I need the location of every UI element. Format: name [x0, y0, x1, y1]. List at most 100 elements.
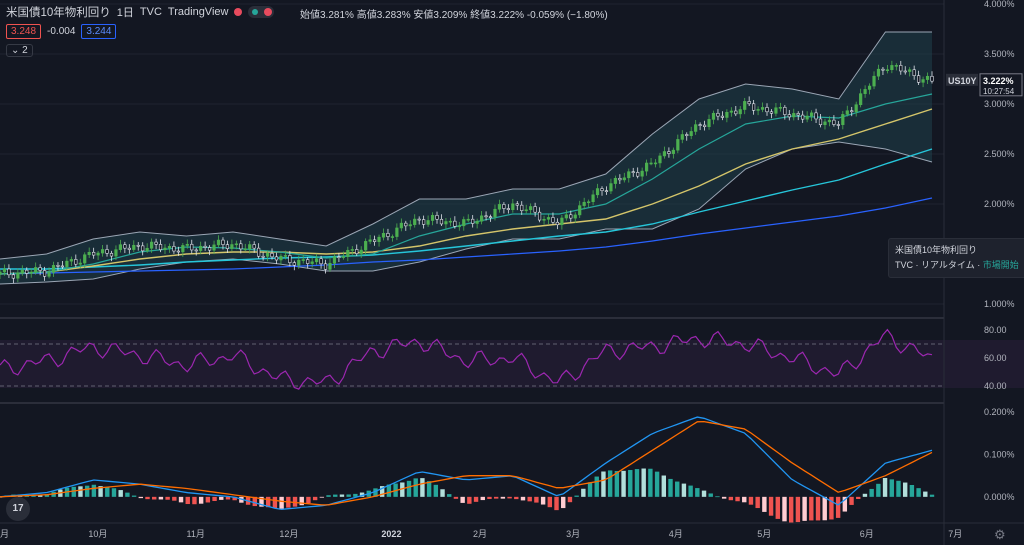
ohlc-readout: 始値3.281% 高値3.283% 安値3.209% 終値3.222% -0.0… [300, 6, 608, 21]
candle [636, 172, 640, 177]
sell-button[interactable]: 3.248 [6, 24, 42, 39]
candle [47, 272, 51, 277]
symbol-title[interactable]: 米国債10年物利回り [6, 7, 111, 19]
interval-label[interactable]: 1日 [116, 7, 134, 19]
candle [190, 243, 194, 251]
chevron-down-icon: ⌄ [11, 45, 20, 56]
collapse-indicators-button[interactable]: ⌄ 2 [6, 44, 33, 57]
candle [720, 115, 725, 118]
candle [225, 244, 230, 249]
candle [685, 134, 689, 136]
macd-histogram-bar [829, 496, 834, 520]
time-tick-label: 2022 [381, 529, 401, 539]
candle [578, 205, 582, 216]
macd-histogram-bar [346, 494, 351, 497]
macd-histogram-bar [353, 493, 358, 497]
candle [355, 249, 359, 254]
flag-icon[interactable] [234, 8, 243, 16]
price-panel [0, 31, 934, 285]
candle [475, 220, 479, 224]
macd-histogram-bar [333, 494, 338, 497]
macd-histogram-bar [212, 496, 217, 501]
candle [377, 236, 381, 242]
macd-histogram-bar [507, 496, 512, 499]
toggle-icon[interactable] [248, 6, 275, 18]
candle [301, 259, 305, 261]
macd-histogram-bar [400, 482, 405, 497]
macd-histogram-bar [735, 496, 740, 502]
macd-histogram-bar [849, 496, 854, 505]
macd-histogram-bar [292, 496, 298, 507]
candle [350, 249, 354, 251]
candle [805, 115, 809, 120]
candle [261, 255, 265, 258]
macd-histogram-bar [105, 487, 110, 497]
candle [279, 255, 283, 261]
tooltip-title: 米国債10年物利回り [895, 245, 978, 255]
candle [640, 170, 644, 177]
candle [885, 69, 890, 72]
macd-histogram-bar [822, 496, 827, 521]
candle [622, 177, 626, 181]
buy-button[interactable]: 3.244 [81, 24, 117, 39]
candle [0, 271, 2, 275]
macd-histogram-bar [876, 483, 881, 497]
macd-histogram-bar [795, 496, 801, 523]
candle [413, 218, 417, 225]
candle [172, 246, 176, 252]
macd-tick-label: 0.200% [984, 407, 1015, 417]
candle [587, 201, 591, 204]
candle [69, 259, 73, 262]
candle [163, 247, 167, 251]
high-value: 3.283% [376, 10, 411, 21]
macd-histogram-bar [379, 486, 385, 497]
rsi-band-fill [0, 340, 1024, 388]
macd-histogram-bar [581, 488, 586, 497]
macd-panel [0, 416, 935, 524]
low-value: 3.209% [433, 10, 468, 21]
candle [792, 113, 796, 118]
candle [725, 112, 729, 118]
macd-histogram-bar [440, 489, 445, 497]
gear-icon[interactable]: ⚙ [994, 527, 1006, 542]
candle [332, 256, 337, 264]
candle [488, 216, 493, 219]
macd-histogram-bar [567, 496, 573, 503]
candle [537, 211, 542, 221]
candle [114, 249, 118, 257]
macd-histogram-bar [84, 485, 90, 497]
candle [270, 253, 274, 258]
candle [25, 269, 29, 274]
candle [439, 218, 444, 225]
candle [814, 112, 818, 120]
candle [123, 244, 127, 249]
low-label: 安値 [413, 10, 434, 21]
candle [78, 262, 82, 265]
macd-histogram-bar [279, 496, 284, 509]
tradingview-logo-icon[interactable]: 17 [6, 497, 30, 521]
last-price-label: 3.222% [983, 76, 1014, 86]
high-label: 高値 [356, 10, 377, 21]
macd-histogram-bar [728, 496, 734, 501]
macd-tick-label: 0.000% [984, 492, 1015, 502]
candle [136, 244, 140, 247]
candle [364, 241, 368, 251]
candle [100, 249, 105, 254]
candle [836, 124, 840, 126]
candle [867, 85, 872, 90]
macd-histogram-bar [339, 494, 345, 497]
macd-histogram-bar [715, 496, 720, 498]
macd-histogram-bar [708, 493, 713, 497]
candle [876, 68, 881, 77]
time-tick-label: 12月 [279, 529, 298, 539]
candle [702, 124, 707, 127]
macd-histogram-bar [192, 496, 197, 505]
macd-histogram-bar [232, 496, 237, 501]
candle [555, 221, 560, 226]
candle [181, 245, 185, 253]
candle [925, 75, 930, 80]
macd-histogram-bar [923, 491, 928, 497]
time-tick-label: 6月 [860, 529, 874, 539]
